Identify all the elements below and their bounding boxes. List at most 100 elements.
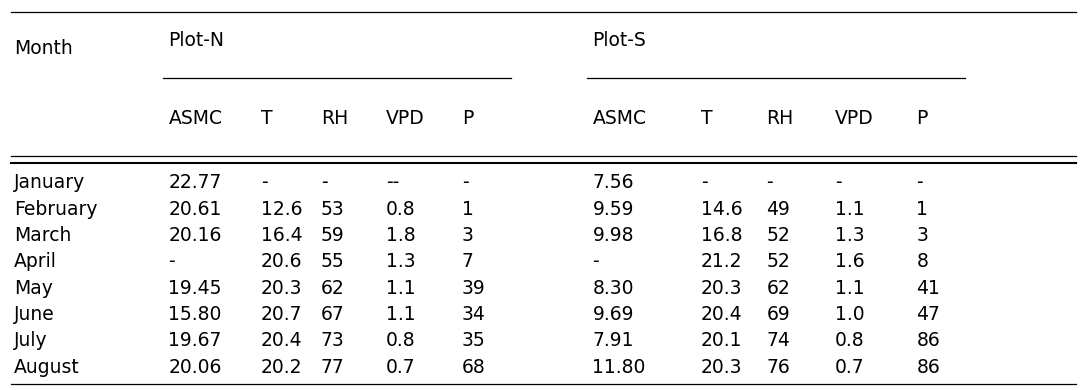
- Text: 3: 3: [462, 226, 474, 245]
- Text: 59: 59: [321, 226, 345, 245]
- Text: 8.30: 8.30: [592, 278, 634, 298]
- Text: 15.80: 15.80: [168, 305, 222, 324]
- Text: 62: 62: [321, 278, 345, 298]
- Text: 20.3: 20.3: [701, 278, 742, 298]
- Text: 7: 7: [462, 252, 474, 271]
- Text: 0.7: 0.7: [835, 358, 864, 377]
- Text: T: T: [261, 110, 273, 128]
- Text: 41: 41: [916, 278, 940, 298]
- Text: 1.3: 1.3: [835, 226, 864, 245]
- Text: P: P: [916, 110, 927, 128]
- Text: 52: 52: [766, 226, 790, 245]
- Text: 9.98: 9.98: [592, 226, 634, 245]
- Text: -: -: [592, 252, 599, 271]
- Text: 62: 62: [766, 278, 790, 298]
- Text: RH: RH: [321, 110, 348, 128]
- Text: 49: 49: [766, 200, 790, 219]
- Text: 86: 86: [916, 358, 940, 377]
- Text: 77: 77: [321, 358, 345, 377]
- Text: 19.45: 19.45: [168, 278, 222, 298]
- Text: 1.8: 1.8: [386, 226, 415, 245]
- Text: 8: 8: [916, 252, 928, 271]
- Text: 20.6: 20.6: [261, 252, 302, 271]
- Text: 12.6: 12.6: [261, 200, 302, 219]
- Text: 74: 74: [766, 331, 790, 350]
- Text: 20.1: 20.1: [701, 331, 742, 350]
- Text: 20.3: 20.3: [701, 358, 742, 377]
- Text: 35: 35: [462, 331, 486, 350]
- Text: -: -: [835, 173, 841, 192]
- Text: -: -: [261, 173, 267, 192]
- Text: -: -: [701, 173, 708, 192]
- Text: 7.56: 7.56: [592, 173, 634, 192]
- Text: 0.8: 0.8: [835, 331, 864, 350]
- Text: 22.77: 22.77: [168, 173, 222, 192]
- Text: Plot-S: Plot-S: [592, 32, 646, 50]
- Text: 20.16: 20.16: [168, 226, 222, 245]
- Text: 11.80: 11.80: [592, 358, 646, 377]
- Text: June: June: [14, 305, 54, 324]
- Text: 1.6: 1.6: [835, 252, 864, 271]
- Text: -: -: [916, 173, 923, 192]
- Text: 53: 53: [321, 200, 345, 219]
- Text: 86: 86: [916, 331, 940, 350]
- Text: July: July: [14, 331, 48, 350]
- Text: 0.8: 0.8: [386, 331, 415, 350]
- Text: 7.91: 7.91: [592, 331, 634, 350]
- Text: 1: 1: [916, 200, 928, 219]
- Text: 1.1: 1.1: [835, 278, 864, 298]
- Text: 19.67: 19.67: [168, 331, 222, 350]
- Text: 9.59: 9.59: [592, 200, 634, 219]
- Text: -: -: [766, 173, 773, 192]
- Text: April: April: [14, 252, 57, 271]
- Text: May: May: [14, 278, 53, 298]
- Text: Plot-N: Plot-N: [168, 32, 225, 50]
- Text: 52: 52: [766, 252, 790, 271]
- Text: -: -: [462, 173, 468, 192]
- Text: 9.69: 9.69: [592, 305, 634, 324]
- Text: 69: 69: [766, 305, 790, 324]
- Text: 16.4: 16.4: [261, 226, 302, 245]
- Text: ASMC: ASMC: [592, 110, 647, 128]
- Text: 39: 39: [462, 278, 486, 298]
- Text: 76: 76: [766, 358, 790, 377]
- Text: 3: 3: [916, 226, 928, 245]
- Text: February: February: [14, 200, 98, 219]
- Text: 1.1: 1.1: [386, 278, 415, 298]
- Text: RH: RH: [766, 110, 794, 128]
- Text: --: --: [386, 173, 399, 192]
- Text: March: March: [14, 226, 72, 245]
- Text: 21.2: 21.2: [701, 252, 742, 271]
- Text: 20.2: 20.2: [261, 358, 302, 377]
- Text: 16.8: 16.8: [701, 226, 742, 245]
- Text: VPD: VPD: [835, 110, 874, 128]
- Text: 0.7: 0.7: [386, 358, 415, 377]
- Text: 20.3: 20.3: [261, 278, 302, 298]
- Text: 20.7: 20.7: [261, 305, 302, 324]
- Text: 67: 67: [321, 305, 345, 324]
- Text: -: -: [168, 252, 175, 271]
- Text: 20.06: 20.06: [168, 358, 222, 377]
- Text: 0.8: 0.8: [386, 200, 415, 219]
- Text: 20.4: 20.4: [701, 305, 742, 324]
- Text: 55: 55: [321, 252, 345, 271]
- Text: 34: 34: [462, 305, 486, 324]
- Text: 20.4: 20.4: [261, 331, 302, 350]
- Text: -: -: [321, 173, 327, 192]
- Text: 14.6: 14.6: [701, 200, 742, 219]
- Text: Month: Month: [14, 39, 73, 58]
- Text: 73: 73: [321, 331, 345, 350]
- Text: P: P: [462, 110, 473, 128]
- Text: 1.3: 1.3: [386, 252, 415, 271]
- Text: T: T: [701, 110, 713, 128]
- Text: August: August: [14, 358, 79, 377]
- Text: 47: 47: [916, 305, 940, 324]
- Text: 1.1: 1.1: [835, 200, 864, 219]
- Text: ASMC: ASMC: [168, 110, 223, 128]
- Text: VPD: VPD: [386, 110, 425, 128]
- Text: 1.1: 1.1: [386, 305, 415, 324]
- Text: 68: 68: [462, 358, 486, 377]
- Text: January: January: [14, 173, 86, 192]
- Text: 1.0: 1.0: [835, 305, 864, 324]
- Text: 1: 1: [462, 200, 474, 219]
